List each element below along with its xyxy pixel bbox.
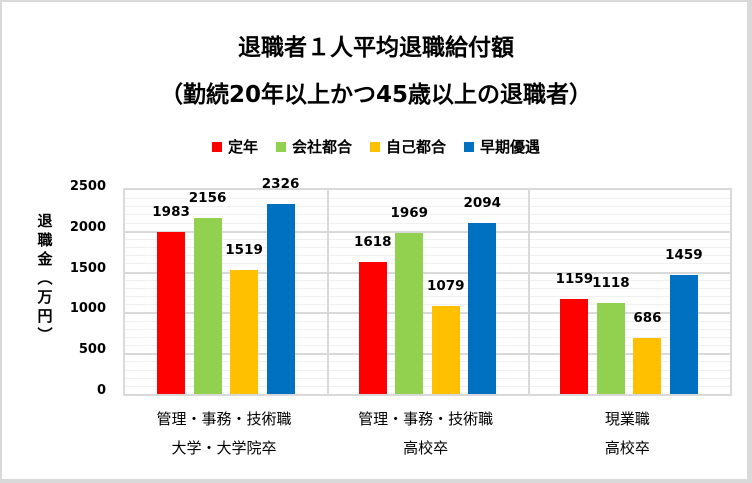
data-label: 686	[633, 310, 662, 327]
gridline	[125, 320, 730, 322]
data-label: 2094	[463, 195, 502, 212]
x-category-line2: 高校卒	[604, 439, 650, 457]
y-tick-label: 2500	[69, 179, 106, 194]
plot-area: 1983 2156 1519 2326 1618 1969 1079 2094 1159 1118…	[123, 176, 732, 396]
bar	[596, 302, 625, 394]
x-category-line1: 現業職	[604, 410, 650, 428]
gridline	[125, 336, 730, 338]
category-separator	[326, 190, 329, 394]
y-tick-label: 0	[96, 383, 106, 398]
chart-title: 退職者１人平均退職給付額	[238, 35, 514, 61]
chart-frame	[2, 2, 747, 479]
gridline	[125, 222, 730, 224]
gridline	[125, 263, 730, 265]
gridline	[125, 328, 730, 330]
x-category-label: 管理・事務・技術職 高校卒	[325, 405, 527, 463]
gridline	[125, 353, 730, 356]
legend-item: 早期優遇	[464, 136, 540, 157]
legend-item: 会社都合	[275, 136, 352, 157]
category-separator	[528, 190, 531, 394]
legend-label: 会社都合	[291, 138, 352, 156]
bar	[560, 299, 589, 394]
gridline	[125, 271, 730, 274]
gridline	[125, 198, 730, 200]
legend-label: 早期優遇	[480, 138, 541, 156]
bar	[358, 261, 387, 394]
x-category-line1: 管理・事務・技術職	[156, 410, 292, 428]
legend-item: 定年	[211, 136, 258, 157]
bar	[395, 233, 424, 394]
gridline	[125, 369, 730, 371]
bar	[230, 270, 259, 394]
data-label: 1118	[592, 274, 630, 291]
x-category-line1: 管理・事務・技術職	[358, 410, 494, 428]
gridline	[125, 255, 730, 257]
legend-swatch-icon	[211, 141, 222, 152]
data-label: 1079	[426, 277, 465, 294]
data-label: 2156	[188, 190, 227, 207]
y-tick-label: 2000	[69, 219, 106, 235]
gridline	[125, 238, 730, 240]
y-tick-label: 1500	[69, 260, 106, 276]
gridline	[125, 312, 730, 315]
gridline	[125, 377, 730, 379]
legend-label: 定年	[227, 138, 258, 156]
bar	[266, 204, 295, 394]
x-category-label: 現業職 高校卒	[526, 405, 728, 463]
data-label: 1459	[665, 246, 703, 263]
gridline	[125, 385, 730, 387]
gridline	[125, 345, 730, 347]
bar	[193, 218, 222, 394]
y-tick-label: 500	[78, 342, 106, 358]
data-label: 2326	[261, 176, 300, 193]
y-tick-label: 1000	[69, 301, 106, 317]
legend-label: 自己都合	[386, 138, 447, 156]
y-axis-title: 退職金 ︵ 万円 ︶	[37, 212, 53, 344]
gridline	[125, 296, 730, 298]
data-label: 1618	[353, 233, 392, 250]
bar	[157, 232, 186, 394]
legend-swatch-icon	[275, 141, 286, 152]
legend-item: 自己都合	[370, 136, 446, 157]
gridline	[125, 247, 730, 249]
x-category-line2: 高校卒	[403, 439, 449, 457]
chart-subtitle: （勤続20年以上かつ45歳以上の退職者）	[159, 82, 592, 108]
legend-swatch-icon	[464, 141, 475, 152]
gridline	[125, 287, 730, 289]
legend-swatch-icon	[370, 141, 380, 152]
gridline	[125, 361, 730, 363]
x-category-label: 管理・事務・技術職 大学・大学院卒	[123, 405, 325, 463]
bar	[468, 223, 497, 394]
gridline	[125, 279, 730, 281]
bar	[633, 338, 662, 394]
data-label: 1519	[225, 242, 263, 259]
gridline	[125, 206, 730, 208]
x-category-line2: 大学・大学院卒	[171, 439, 277, 457]
legend: 定年 会社都合 自己都合 早期優遇	[0, 136, 752, 157]
bar	[431, 305, 460, 394]
data-label: 1969	[390, 205, 429, 222]
bar	[669, 274, 698, 394]
gridline	[125, 304, 730, 306]
data-label: 1159	[555, 271, 594, 288]
gridline	[125, 214, 730, 216]
gridline	[125, 230, 730, 233]
data-label: 1983	[152, 204, 190, 221]
